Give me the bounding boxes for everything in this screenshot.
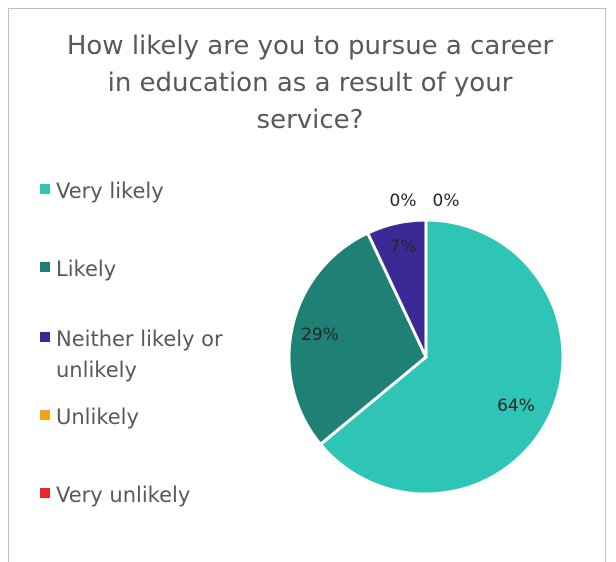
legend-label: Neither likely or unlikely: [56, 327, 223, 382]
legend-swatch-unlikely: [40, 410, 50, 420]
legend-swatch-very-likely: [40, 184, 50, 194]
pie-slice-very-likely: [318, 218, 565, 496]
legend-label: Unlikely: [56, 405, 139, 429]
data-label: 0%: [433, 191, 460, 211]
legend-swatch-very-unlikely: [40, 488, 50, 498]
data-label: 0%: [390, 191, 417, 211]
legend-item-neither: Neither likely or unlikely: [40, 324, 236, 386]
legend-item-unlikely: Unlikely: [40, 402, 236, 433]
legend-label: Very likely: [56, 179, 164, 203]
legend-swatch-likely: [40, 262, 50, 272]
pie-slice-neither-likely-or-unlikely: [365, 218, 428, 358]
legend-item-very-unlikely: Very unlikely: [40, 480, 236, 511]
data-label: 7%: [390, 237, 417, 257]
legend-item-likely: Likely: [40, 254, 236, 285]
legend-label: Very unlikely: [56, 483, 191, 507]
data-label: 29%: [301, 325, 339, 345]
legend-swatch-neither: [40, 332, 50, 342]
legend-item-very-likely: Very likely: [40, 176, 236, 207]
legend-label: Likely: [56, 257, 117, 281]
data-label: 64%: [497, 396, 535, 416]
chart-title: How likely are you to pursue a career in…: [66, 31, 554, 135]
